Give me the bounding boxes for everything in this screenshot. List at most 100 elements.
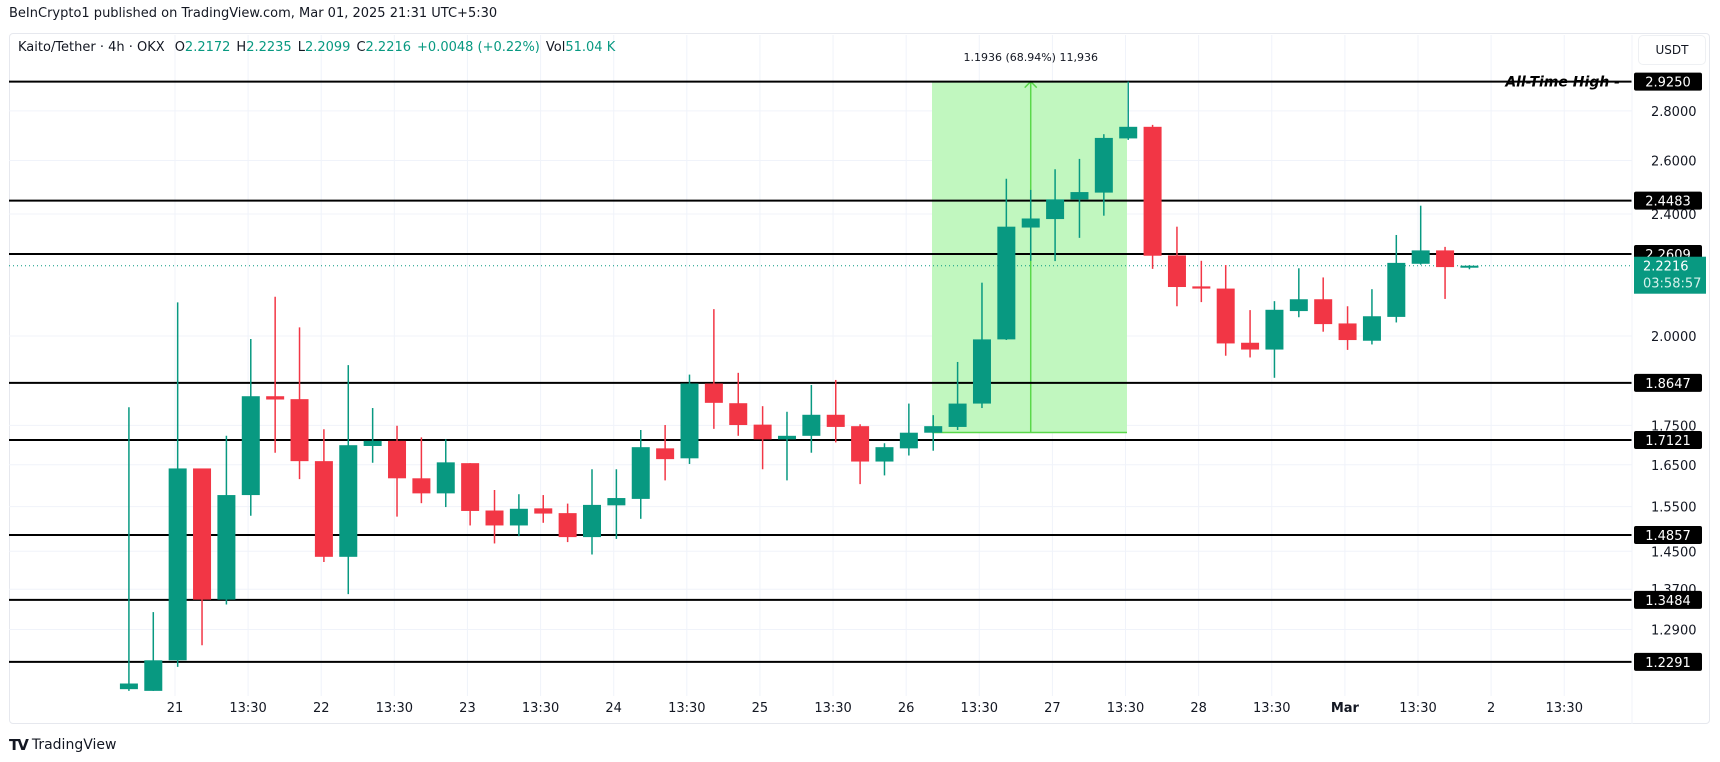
candle[interactable] bbox=[168, 302, 187, 667]
candle-body bbox=[1167, 255, 1186, 288]
y-tick-label: 1.4500 bbox=[1651, 545, 1697, 560]
candle[interactable] bbox=[558, 503, 577, 543]
candle[interactable] bbox=[461, 463, 480, 526]
level-price-label: 1.4857 bbox=[1645, 529, 1691, 544]
candle[interactable] bbox=[119, 407, 138, 691]
candle[interactable] bbox=[436, 439, 455, 508]
candle[interactable] bbox=[1241, 310, 1260, 358]
symbol-title[interactable]: Kaito/Tether · 4h · OKX bbox=[18, 40, 165, 55]
candle[interactable] bbox=[631, 430, 650, 519]
x-tick-label: 22 bbox=[313, 701, 330, 716]
close-label: C bbox=[356, 40, 366, 55]
candle[interactable] bbox=[851, 424, 870, 485]
candle[interactable] bbox=[607, 469, 626, 539]
candle-body bbox=[631, 447, 650, 499]
candle-body bbox=[1289, 299, 1308, 312]
tradingview-logo[interactable]: TV TradingView bbox=[9, 736, 116, 754]
candle[interactable] bbox=[339, 365, 358, 595]
candle-body bbox=[729, 403, 748, 426]
candle[interactable] bbox=[1362, 289, 1381, 345]
candle[interactable] bbox=[509, 494, 528, 537]
candle[interactable] bbox=[753, 406, 772, 470]
candle[interactable] bbox=[290, 327, 309, 480]
candle-body bbox=[753, 424, 772, 440]
volume-value: 51.04 K bbox=[565, 40, 616, 55]
candle[interactable] bbox=[729, 372, 748, 436]
candle[interactable] bbox=[826, 379, 845, 443]
candle[interactable] bbox=[972, 282, 991, 409]
open-value: 2.2172 bbox=[184, 40, 231, 55]
candle[interactable] bbox=[704, 309, 723, 429]
candle[interactable] bbox=[217, 435, 236, 605]
candle[interactable] bbox=[1460, 265, 1479, 270]
candle[interactable] bbox=[412, 437, 431, 504]
candle[interactable] bbox=[1070, 158, 1089, 238]
candle-body bbox=[388, 440, 407, 479]
low-value: 2.2099 bbox=[304, 40, 351, 55]
candle[interactable] bbox=[266, 296, 285, 453]
candle[interactable] bbox=[1314, 277, 1333, 332]
candle[interactable] bbox=[777, 411, 796, 481]
candle[interactable] bbox=[875, 443, 894, 476]
candle[interactable] bbox=[802, 384, 821, 453]
candle-body bbox=[1192, 286, 1211, 289]
candle[interactable] bbox=[485, 489, 504, 544]
candle[interactable] bbox=[1411, 205, 1430, 265]
candle[interactable] bbox=[1192, 260, 1211, 303]
time-axis: 21 13:30 22 13:30 23 13:30 24 13:30 25 13:30 26 13:… bbox=[167, 701, 1583, 716]
candle[interactable] bbox=[1119, 81, 1138, 140]
candle[interactable] bbox=[583, 469, 602, 555]
candles bbox=[119, 81, 1479, 691]
candle-body bbox=[314, 461, 333, 557]
candle-body bbox=[1046, 199, 1065, 220]
candle[interactable] bbox=[948, 361, 967, 431]
publish-info: BeInCrypto1 published on TradingView.com… bbox=[9, 6, 498, 21]
level-price-label: 1.2291 bbox=[1645, 656, 1691, 671]
tradingview-logo-icon: TV bbox=[9, 736, 29, 754]
x-tick-label: 13:30 bbox=[1253, 701, 1290, 716]
candle[interactable] bbox=[1143, 124, 1162, 269]
candle-body bbox=[241, 396, 260, 496]
candle[interactable] bbox=[997, 178, 1016, 341]
x-tick-label: 13:30 bbox=[814, 701, 851, 716]
candle[interactable] bbox=[1289, 268, 1308, 318]
candle[interactable] bbox=[1021, 189, 1040, 261]
candle[interactable] bbox=[363, 408, 382, 463]
candle[interactable] bbox=[388, 425, 407, 517]
candle-body bbox=[1362, 316, 1381, 341]
candle[interactable] bbox=[1216, 264, 1235, 356]
candle[interactable] bbox=[193, 468, 212, 646]
candle-body bbox=[1241, 342, 1260, 350]
candle[interactable] bbox=[1387, 234, 1406, 323]
low-label: L bbox=[297, 40, 305, 55]
y-tick-label: 2.8000 bbox=[1651, 105, 1697, 120]
candle-body bbox=[899, 432, 918, 449]
tradingview-logo-text: TradingView bbox=[31, 737, 117, 753]
candle[interactable] bbox=[314, 429, 333, 562]
candle[interactable] bbox=[656, 425, 675, 481]
candle[interactable] bbox=[1046, 169, 1065, 262]
candle[interactable] bbox=[899, 403, 918, 456]
candle-body bbox=[1070, 192, 1089, 200]
close-value: 2.2216 bbox=[365, 40, 412, 55]
candle[interactable] bbox=[144, 612, 163, 691]
candle[interactable] bbox=[1265, 301, 1284, 378]
candle-body bbox=[436, 462, 455, 494]
candle[interactable] bbox=[924, 415, 943, 451]
change-value: +0.0048 (+0.22%) bbox=[417, 40, 540, 55]
y-tick-label: 1.2900 bbox=[1651, 624, 1697, 639]
candle[interactable] bbox=[1167, 226, 1186, 307]
candle[interactable] bbox=[241, 339, 260, 516]
candle[interactable] bbox=[680, 374, 699, 464]
volume-label: Vol bbox=[545, 40, 566, 55]
currency-button[interactable]: USDT bbox=[1638, 35, 1706, 65]
candle[interactable] bbox=[534, 495, 553, 523]
candle[interactable] bbox=[1338, 306, 1357, 350]
candle-body bbox=[1460, 265, 1479, 268]
measure-range-box[interactable] bbox=[932, 81, 1127, 433]
candle[interactable] bbox=[1436, 246, 1455, 299]
candle-body bbox=[777, 435, 796, 440]
candle[interactable] bbox=[1094, 134, 1113, 216]
level-price-tag bbox=[1634, 373, 1702, 392]
